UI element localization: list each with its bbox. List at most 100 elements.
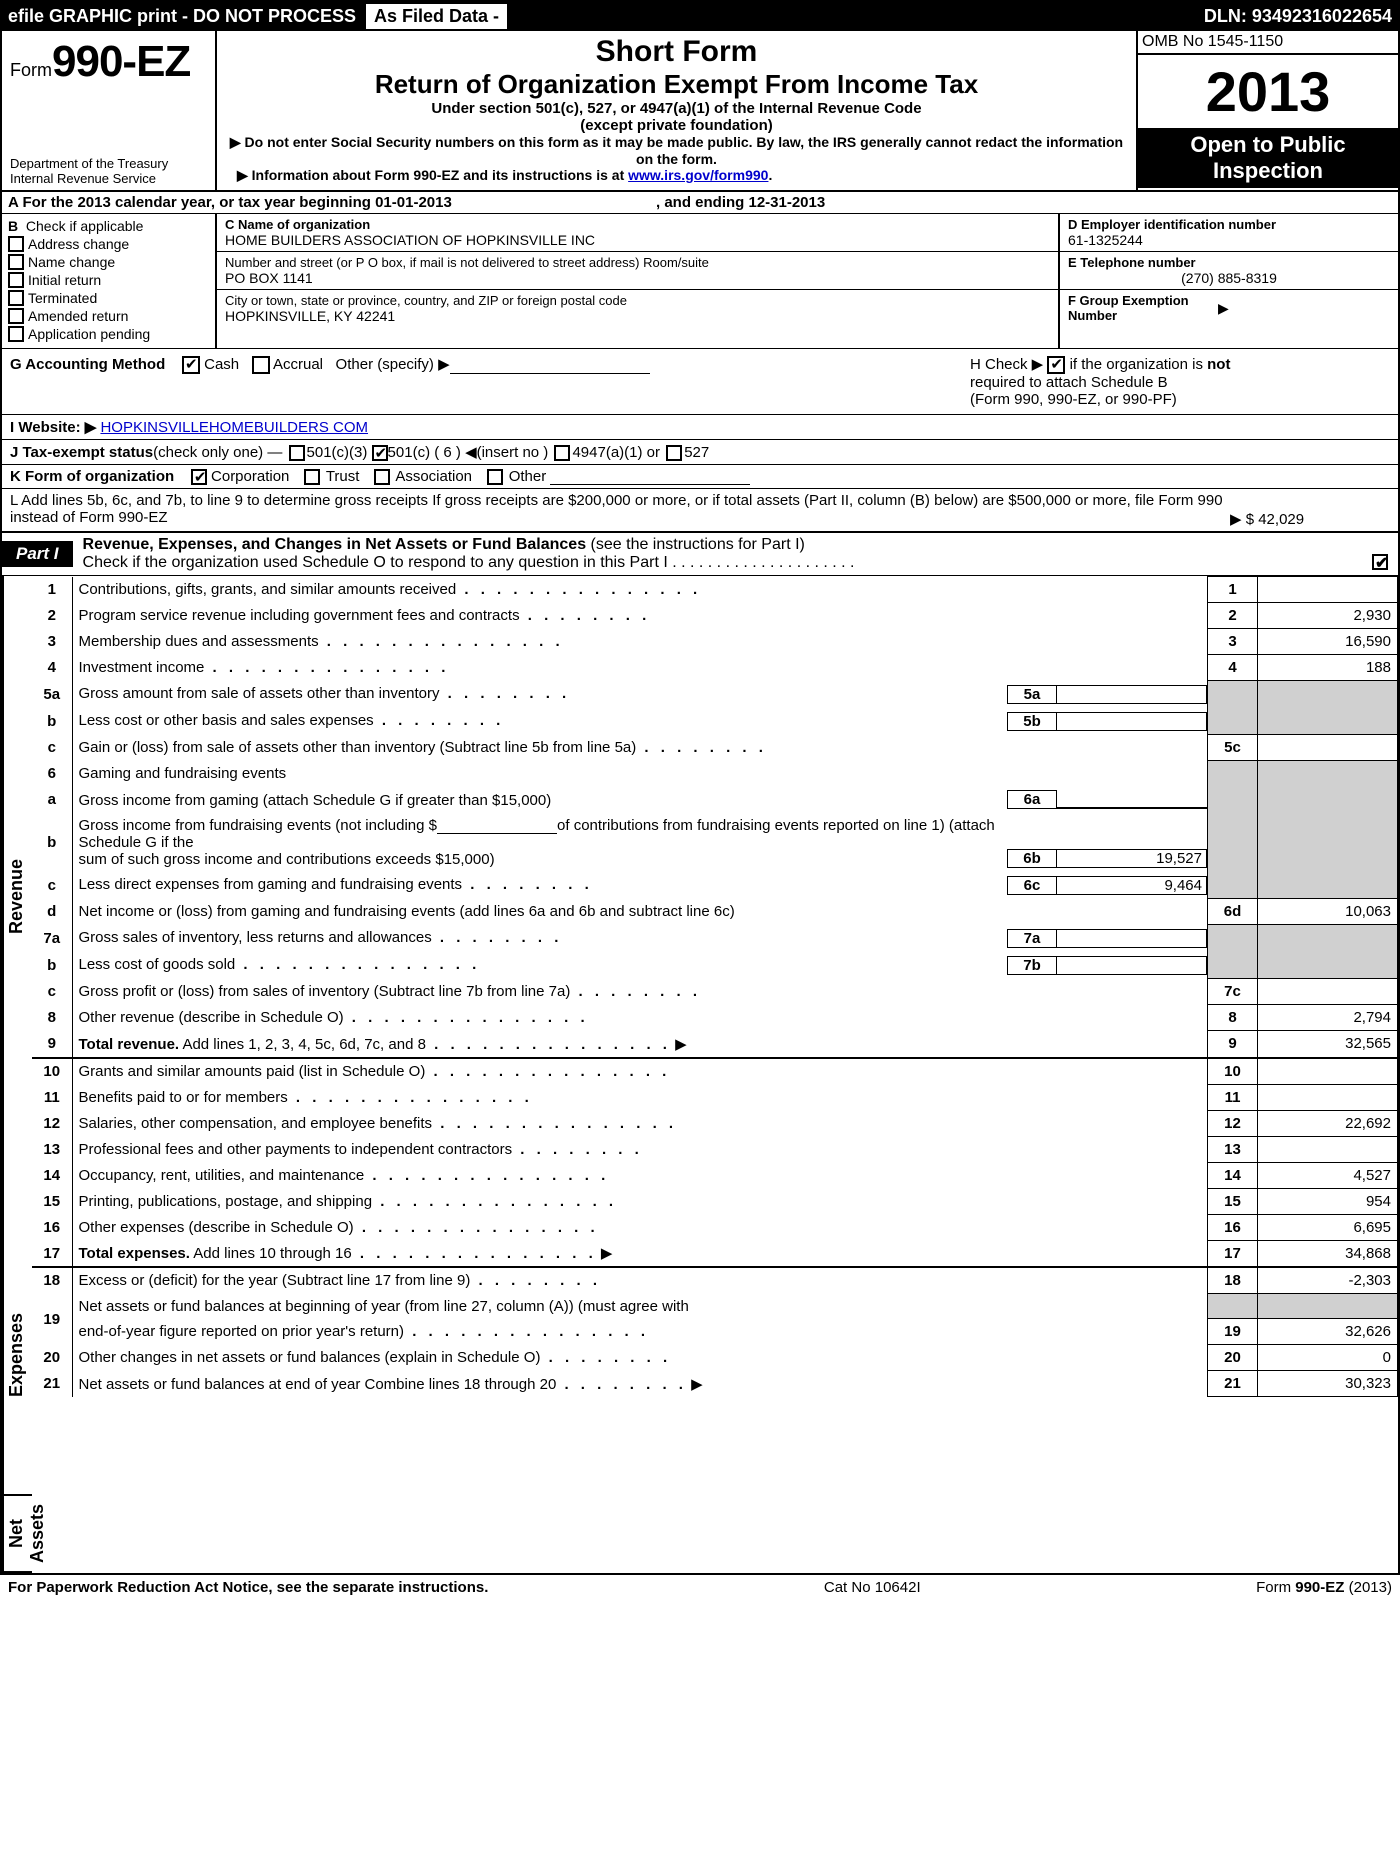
rn-3: 3 <box>1208 629 1258 655</box>
mv-7b <box>1057 956 1207 975</box>
h-line2: required to attach Schedule B <box>970 374 1390 391</box>
mv-6a <box>1057 807 1207 809</box>
dln-label: DLN: <box>1204 6 1247 26</box>
l10-desc: Grants and similar amounts paid (list in… <box>79 1063 671 1080</box>
ln-6a: a <box>32 786 72 813</box>
part1-title: Revenue, Expenses, and Changes in Net As… <box>83 536 587 553</box>
mn-6b: 6b <box>1007 849 1057 868</box>
chk-501c3[interactable] <box>289 445 305 461</box>
j-a: 501(c)(3) <box>307 444 368 461</box>
efile-topbar: efile GRAPHIC print - DO NOT PROCESS As … <box>2 2 1398 31</box>
b-opt-5: Application pending <box>28 326 150 342</box>
rn-13: 13 <box>1208 1136 1258 1162</box>
form-number: 990-EZ <box>52 37 190 86</box>
v-18: -2,303 <box>1258 1267 1398 1294</box>
mv-6c: 9,464 <box>1057 876 1207 895</box>
rn-14: 14 <box>1208 1162 1258 1188</box>
l17-t2: Add lines 10 through 16 <box>193 1245 596 1262</box>
mv-5a <box>1057 685 1207 704</box>
l15-desc: Printing, publications, postage, and shi… <box>79 1193 618 1210</box>
mn-6c: 6c <box>1007 876 1057 895</box>
part1-sub: Check if the organization used Schedule … <box>83 554 855 571</box>
chk-initial-return[interactable] <box>8 272 24 288</box>
ein-value: 61-1325244 <box>1068 232 1390 248</box>
open-public-1: Open to Public <box>1138 132 1398 158</box>
chk-h[interactable] <box>1047 356 1065 374</box>
org-street: PO BOX 1141 <box>225 270 1050 286</box>
ln-21: 21 <box>32 1371 72 1397</box>
tel-value: (270) 885-8319 <box>1068 270 1390 286</box>
side-expenses: Expenses <box>2 1216 32 1496</box>
subtitle-2: (except private foundation) <box>227 117 1126 134</box>
chk-trust[interactable] <box>304 469 320 485</box>
ln-4: 4 <box>32 655 72 681</box>
g-label: G Accounting Method <box>10 356 165 373</box>
chk-assoc[interactable] <box>374 469 390 485</box>
l11-desc: Benefits paid to or for members <box>79 1089 533 1106</box>
chk-other[interactable] <box>487 469 503 485</box>
section-l: L Add lines 5b, 6c, and 7b, to line 9 to… <box>2 489 1398 531</box>
ln-6c: c <box>32 872 72 899</box>
rn-8: 8 <box>1208 1005 1258 1031</box>
chk-527[interactable] <box>666 445 682 461</box>
chk-address-change[interactable] <box>8 236 24 252</box>
j-label: J Tax-exempt status <box>10 444 153 461</box>
h-line3: (Form 990, 990-EZ, or 990-PF) <box>970 391 1390 408</box>
part1-table: 1Contributions, gifts, grants, and simil… <box>32 576 1398 1397</box>
v-15: 954 <box>1258 1188 1398 1214</box>
part1-title2: (see the instructions for Part I) <box>591 536 805 553</box>
tax-year: 2013 <box>1138 55 1398 128</box>
chk-amended[interactable] <box>8 308 24 324</box>
ln-8: 8 <box>32 1005 72 1031</box>
chk-4947[interactable] <box>554 445 570 461</box>
website-link[interactable]: HOPKINSVILLEHOMEBUILDERS COM <box>100 419 368 436</box>
b-letter: B <box>8 218 18 234</box>
ln-1: 1 <box>32 577 72 603</box>
l4-desc: Investment income <box>79 659 450 676</box>
chk-app-pending[interactable] <box>8 326 24 342</box>
chk-terminated[interactable] <box>8 290 24 306</box>
l-amount: ▶ $ 42,029 <box>1230 492 1390 528</box>
j-label2: (check only one) — <box>153 444 282 461</box>
v-12: 22,692 <box>1258 1110 1398 1136</box>
chk-name-change[interactable] <box>8 254 24 270</box>
side-netassets: Net Assets <box>2 1496 32 1573</box>
chk-accrual[interactable] <box>252 356 270 374</box>
section-c: C Name of organization HOME BUILDERS ASS… <box>217 214 1058 348</box>
chk-cash[interactable] <box>182 356 200 374</box>
b-opt-4: Amended return <box>28 308 128 324</box>
i-label: I Website: ▶ <box>10 419 96 436</box>
v-10 <box>1258 1058 1398 1085</box>
part1-header: Part I Revenue, Expenses, and Changes in… <box>2 531 1398 576</box>
rn-2: 2 <box>1208 603 1258 629</box>
section-k: K Form of organization Corporation Trust… <box>2 465 1398 489</box>
v-17: 34,868 <box>1258 1240 1398 1267</box>
v-7c <box>1258 979 1398 1005</box>
rn-9: 9 <box>1208 1031 1258 1058</box>
chk-corp[interactable] <box>191 469 207 485</box>
l9-t2: Add lines 1, 2, 3, 4, 5c, 6d, 7c, and 8 <box>182 1036 671 1053</box>
dln-value: 93492316022654 <box>1252 6 1392 26</box>
ln-12: 12 <box>32 1110 72 1136</box>
footer-left: For Paperwork Reduction Act Notice, see … <box>8 1579 488 1596</box>
ln-19: 19 <box>32 1294 72 1345</box>
chk-501c[interactable] <box>372 445 388 461</box>
page-footer: For Paperwork Reduction Act Notice, see … <box>0 1575 1400 1600</box>
mn-5b: 5b <box>1007 712 1057 731</box>
f-group-label: F Group Exemption Number <box>1068 293 1198 323</box>
l9-t: Total revenue. <box>79 1036 180 1053</box>
l7a-desc: Gross sales of inventory, less returns a… <box>79 929 563 946</box>
part1-body: Revenue Expenses Net Assets 1Contributio… <box>2 576 1398 1573</box>
chk-schedule-o[interactable] <box>1372 554 1388 570</box>
v-21: 30,323 <box>1258 1371 1398 1397</box>
ln-5c: c <box>32 735 72 761</box>
v-1 <box>1258 577 1398 603</box>
j-c: 4947(a)(1) or <box>572 444 660 461</box>
ln-5b: b <box>32 708 72 735</box>
l6b-t3: sum of such gross income and contributio… <box>79 851 495 868</box>
ln-17: 17 <box>32 1240 72 1267</box>
l5a-desc: Gross amount from sale of assets other t… <box>79 685 571 702</box>
rn-4: 4 <box>1208 655 1258 681</box>
irs-link[interactable]: www.irs.gov/form990 <box>628 167 768 183</box>
rn-19: 19 <box>1208 1319 1258 1345</box>
